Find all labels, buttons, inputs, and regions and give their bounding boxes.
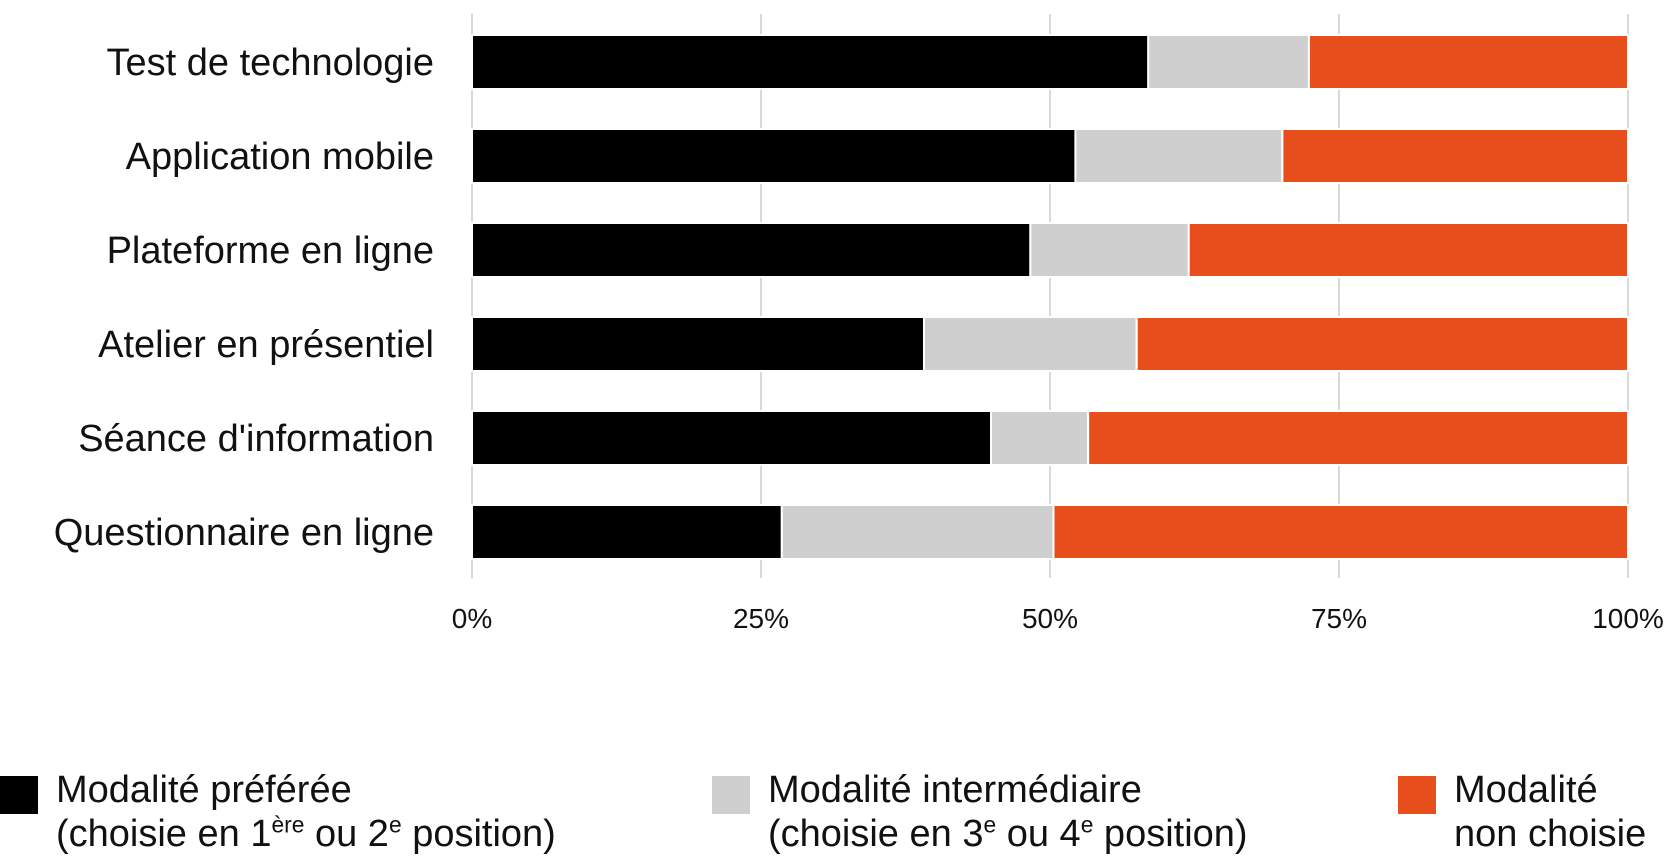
legend-label-not-chosen-line2: non choisie bbox=[1454, 813, 1647, 855]
bar-segment bbox=[1187, 222, 1629, 278]
category-label: Questionnaire en ligne bbox=[54, 512, 434, 554]
bar-segment bbox=[471, 504, 783, 560]
category-labels: Test de technologie Application mobile Pla… bbox=[54, 42, 434, 554]
bar-segment bbox=[1052, 504, 1629, 560]
bar-segment bbox=[471, 222, 1032, 278]
legend-label-not-chosen-line1: Modalité bbox=[1454, 769, 1598, 811]
bar-segment bbox=[1029, 222, 1190, 278]
x-tick-label: 25% bbox=[733, 603, 789, 634]
legend-item-intermediate: Modalité intermédiaire (choisie en 3e ou… bbox=[712, 768, 1248, 856]
category-label: Application mobile bbox=[126, 136, 434, 178]
bar-segment bbox=[1087, 410, 1629, 466]
legend-label-intermediate-line2: (choisie en 3e ou 4e position) bbox=[768, 811, 1248, 855]
category-label: Séance d'information bbox=[78, 418, 434, 460]
x-tick-label: 100% bbox=[1592, 603, 1664, 634]
legend-swatch-preferred bbox=[0, 776, 38, 814]
legend-item-preferred: Modalité préférée (choisie en 1ère ou 2e… bbox=[0, 768, 556, 856]
legend-swatch-not-chosen bbox=[1398, 776, 1436, 814]
bar-segment bbox=[990, 410, 1090, 466]
bar-segment bbox=[471, 410, 993, 466]
bar-segment bbox=[922, 316, 1138, 372]
legend: Modalité préférée (choisie en 1ère ou 2e… bbox=[0, 768, 1675, 862]
bars bbox=[471, 34, 1629, 560]
bar-segment bbox=[1147, 34, 1310, 90]
legend-label-preferred-line1: Modalité préférée bbox=[56, 769, 352, 811]
category-label: Test de technologie bbox=[107, 42, 434, 84]
bar-segment bbox=[780, 504, 1055, 560]
bar-segment bbox=[471, 128, 1077, 184]
bar-segment bbox=[1281, 128, 1629, 184]
bar-segment bbox=[471, 34, 1150, 90]
category-label: Plateforme en ligne bbox=[107, 230, 434, 272]
bar-segment bbox=[1135, 316, 1629, 372]
x-tick-label: 50% bbox=[1022, 603, 1078, 634]
legend-label-preferred-line2: (choisie en 1ère ou 2e position) bbox=[56, 811, 556, 855]
x-tick-labels: 0% 25% 50% 75% 100% bbox=[452, 603, 1664, 634]
legend-item-not-chosen: Modalité non choisie bbox=[1398, 768, 1646, 856]
bar-segment bbox=[1074, 128, 1284, 184]
stacked-bar-chart: Test de technologie Application mobile Pla… bbox=[54, 14, 1664, 634]
gridlines bbox=[471, 14, 1629, 578]
category-label: Atelier en présentiel bbox=[98, 324, 434, 366]
bar-segment bbox=[471, 316, 925, 372]
legend-label-intermediate-line1: Modalité intermédiaire bbox=[768, 769, 1142, 811]
bar-segment bbox=[1307, 34, 1629, 90]
x-tick-label: 75% bbox=[1311, 603, 1367, 634]
x-tick-label: 0% bbox=[452, 603, 492, 634]
legend-swatch-intermediate bbox=[712, 776, 750, 814]
